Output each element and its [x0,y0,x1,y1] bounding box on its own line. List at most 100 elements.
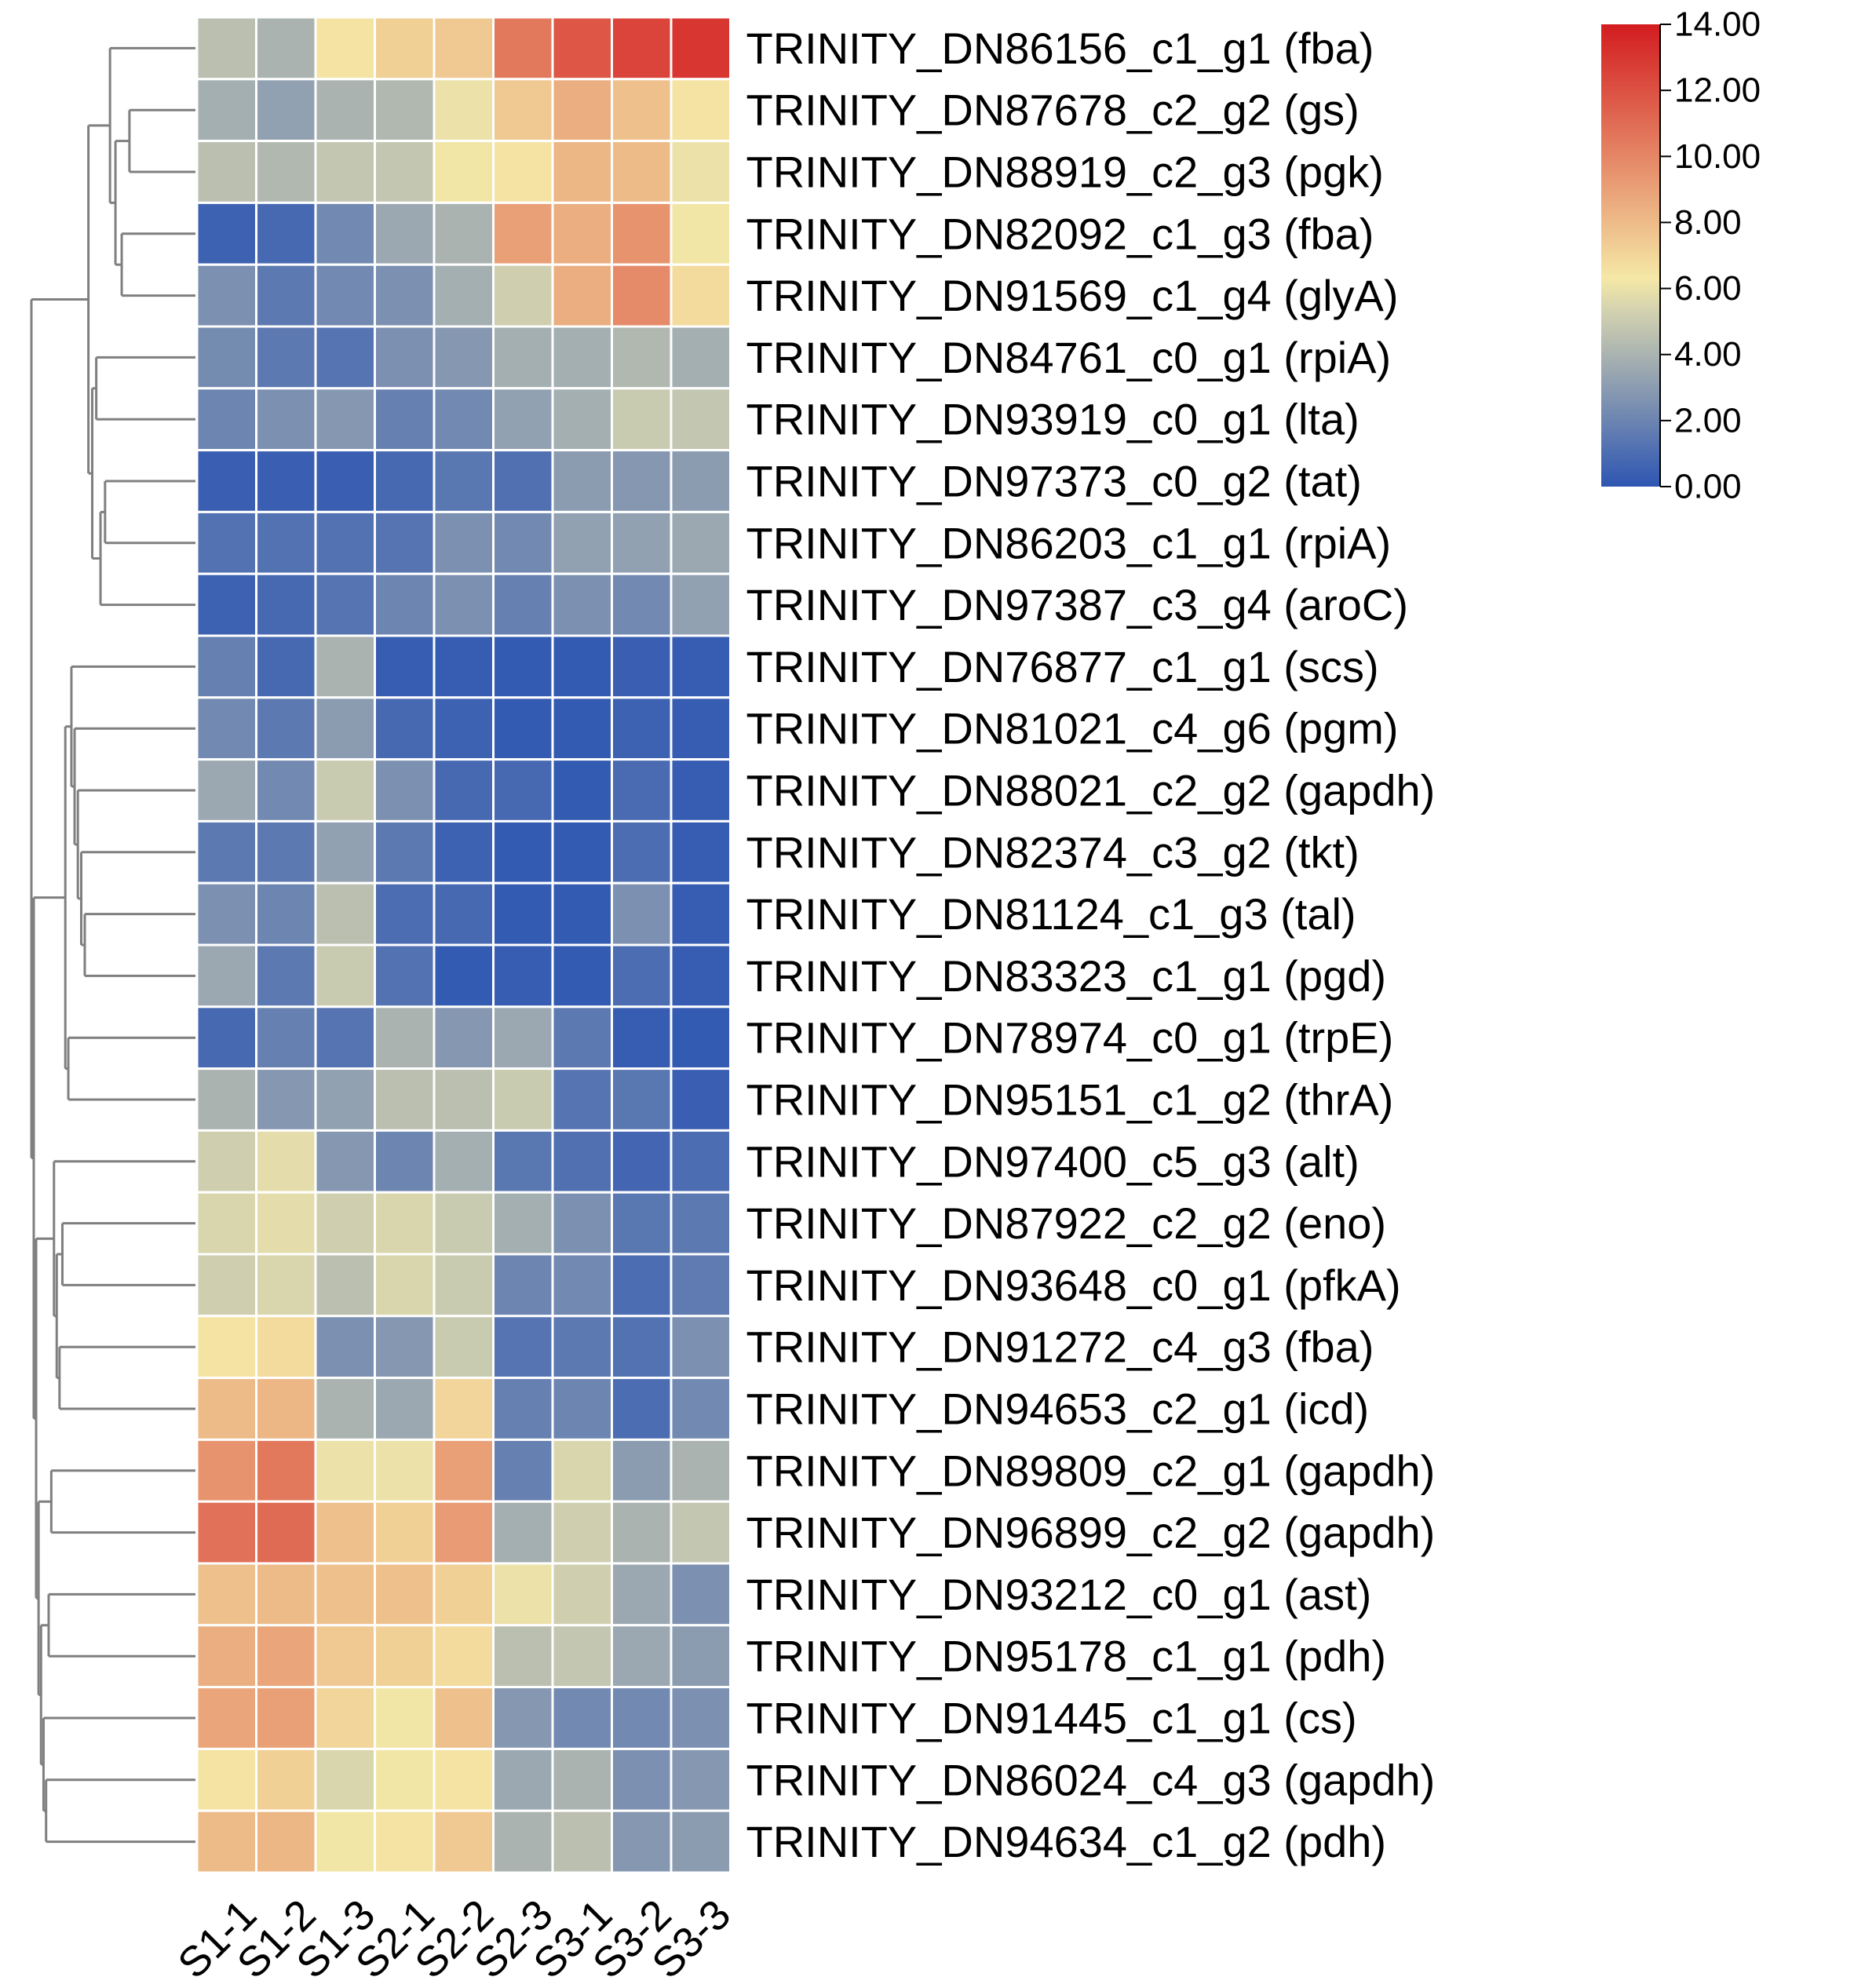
heatmap-cell [195,325,257,390]
heatmap-cell [255,1253,317,1318]
heatmap-cell [374,325,436,390]
heatmap-cell [374,1129,436,1194]
heatmap-cell [195,1377,257,1441]
heatmap-cell [314,1005,376,1071]
heatmap-cell [492,1686,554,1750]
heatmap-cell [255,572,317,637]
heatmap-cell [432,1067,495,1132]
heatmap-cell [670,881,732,947]
heatmap-cell [611,1377,673,1441]
heatmap-cell [314,78,376,143]
heatmap-cell [611,325,673,390]
heatmap-cell [314,449,376,513]
heatmap-cell [195,387,257,452]
row-label: TRINITY_DN94653_c2_g1 (icd) [746,1384,1370,1434]
heatmap-cell [551,1377,613,1441]
heatmap-cell [255,943,317,1009]
heatmap-cell [551,387,613,452]
heatmap-cell [374,510,436,575]
heatmap-cell [551,634,613,699]
heatmap-cell [374,572,436,637]
colorbar-gradient [1601,24,1660,487]
heatmap-cell [195,943,257,1009]
heatmap-cell [195,634,257,699]
heatmap-cell [611,1686,673,1750]
heatmap-cell [492,1005,554,1071]
heatmap-cell [195,1129,257,1194]
heatmap-cell [492,1191,554,1256]
heatmap-cell [432,1438,495,1503]
heatmap-cell [611,634,673,699]
heatmap-cell [314,1686,376,1750]
heatmap-cell [314,696,376,761]
row-label: TRINITY_DN86156_c1_g1 (fba) [746,24,1374,73]
heatmap-cell [432,16,495,81]
heatmap-cell [432,1686,495,1750]
heatmap-cell [551,16,613,81]
heatmap-cell [670,263,732,328]
heatmap-cell [551,78,613,143]
heatmap-cell [374,1562,436,1627]
heatmap-cell [551,1253,613,1318]
heatmap-cell [670,634,732,699]
heatmap-cell [432,1191,495,1256]
row-label: TRINITY_DN88919_c2_g3 (pgk) [746,148,1384,197]
heatmap-cell [492,78,554,143]
heatmap-cell [492,449,554,513]
heatmap-cell [374,78,436,143]
row-label: TRINITY_DN93648_c0_g1 (pfkA) [746,1260,1401,1310]
heatmap-cell [195,140,257,204]
heatmap-cell [551,140,613,204]
heatmap-cell [255,1067,317,1132]
row-dendrogram [30,46,195,1844]
row-labels: TRINITY_DN86156_c1_g1 (fba) TRINITY_DN876… [746,24,1436,1866]
row-label: TRINITY_DN87678_c2_g2 (gs) [746,86,1359,135]
heatmap-cell [314,16,376,81]
heatmap-cell [314,1129,376,1194]
row-label: TRINITY_DN97387_c3_g4 (aroC) [746,580,1408,629]
heatmap-cell [374,387,436,452]
row-label: TRINITY_DN91272_c4_g3 (fba) [746,1322,1374,1372]
heatmap-cell [551,1624,613,1689]
row-label: TRINITY_DN86203_c1_g1 (rpiA) [746,518,1392,567]
colorbar-tick-label: 12.00 [1674,71,1761,110]
heatmap-cell [374,449,436,513]
heatmap-cell [670,1624,732,1689]
heatmap-cell [551,758,613,823]
heatmap-cell [492,16,554,81]
heatmap-cell [611,1624,673,1689]
heatmap-cell [551,449,613,513]
colorbar-tick-label: 6.00 [1674,269,1742,308]
heatmap-cell [432,696,495,761]
heatmap-cell [255,1191,317,1256]
heatmap-cell [195,1747,257,1812]
row-label: TRINITY_DN93919_c0_g1 (lta) [746,395,1359,444]
heatmap-cell [374,1624,436,1689]
heatmap-cell [492,819,554,885]
row-label: TRINITY_DN76877_c1_g1 (scs) [746,642,1379,691]
heatmap-cell [492,387,554,452]
heatmap-cell [670,696,732,761]
heatmap-cell [314,881,376,947]
row-label: TRINITY_DN96899_c2_g2 (gapdh) [746,1508,1436,1557]
heatmap-cell [374,881,436,947]
heatmap-cell [670,758,732,823]
heatmap-cell [611,943,673,1009]
heatmap-cell [492,510,554,575]
heatmap-cell [492,758,554,823]
heatmap-cell [670,201,732,266]
heatmap-cell [432,1747,495,1812]
heatmap-cell [670,449,732,513]
heatmap-cell [670,572,732,637]
colorbar: 0.00 2.00 4.00 6.00 8.00 10.00 12.00 14.00 [1601,5,1761,506]
heatmap-cell [670,1686,732,1750]
heatmap-cell [374,1253,436,1318]
heatmap-cell [670,1191,732,1256]
heatmap-cell [255,1315,317,1380]
heatmap-cell [492,1067,554,1132]
heatmap-cell [374,943,436,1009]
heatmap-cell [670,1315,732,1380]
colorbar-tick-label: 14.00 [1674,5,1761,44]
heatmap-cell [492,1624,554,1689]
row-label: TRINITY_DN88021_c2_g2 (gapdh) [746,766,1436,815]
